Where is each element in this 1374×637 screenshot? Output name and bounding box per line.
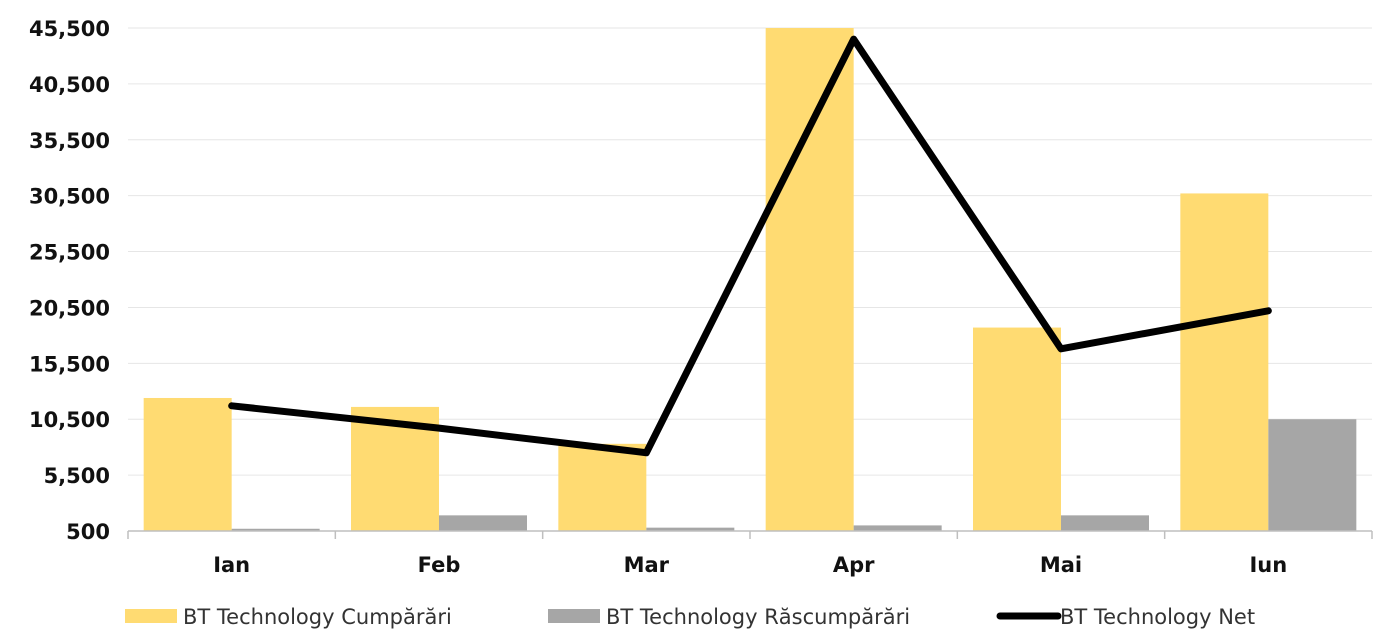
x-tick-label: Iun	[1249, 553, 1287, 577]
x-axis	[128, 531, 1372, 539]
legend-label: BT Technology Răscumpărări	[606, 605, 910, 629]
bar-cumparari	[766, 28, 854, 531]
x-tick-label: Apr	[833, 553, 875, 577]
legend: BT Technology Cumpărări BT Technology Răs…	[125, 605, 1255, 629]
bar-rascumparari	[1268, 419, 1356, 531]
y-tick-label: 45,500	[29, 17, 110, 41]
legend-label: BT Technology Cumpărări	[183, 605, 452, 629]
legend-swatch-rascumparari	[548, 609, 600, 623]
y-tick-label: 15,500	[29, 352, 110, 376]
y-tick-label: 25,500	[29, 241, 110, 265]
x-tick-label: Ian	[213, 553, 250, 577]
y-tick-label: 20,500	[29, 296, 110, 320]
bars	[144, 28, 1357, 531]
x-axis-tick-labels: Ian Feb Mar Apr Mai Iun	[213, 553, 1287, 577]
bar-rascumparari	[439, 515, 527, 531]
y-axis-tick-labels: 500 5,500 10,500 15,500 20,500 25,500 30,500 35…	[29, 17, 110, 544]
bar-rascumparari	[854, 525, 942, 531]
y-tick-label: 10,500	[29, 408, 110, 432]
legend-swatch-cumparari	[125, 609, 177, 623]
bar-cumparari	[1180, 193, 1268, 531]
bar-cumparari	[973, 328, 1061, 531]
y-tick-label: 35,500	[29, 129, 110, 153]
bar-rascumparari	[1061, 515, 1149, 531]
y-tick-label: 30,500	[29, 185, 110, 209]
y-tick-label: 5,500	[44, 464, 110, 488]
legend-label: BT Technology Net	[1060, 605, 1255, 629]
x-tick-label: Mai	[1040, 553, 1082, 577]
line-net	[232, 39, 1269, 453]
net-line	[232, 39, 1269, 453]
y-tick-label: 40,500	[29, 73, 110, 97]
x-tick-label: Mar	[624, 553, 670, 577]
bar-cumparari	[558, 444, 646, 531]
y-tick-label: 500	[66, 520, 110, 544]
bar-cumparari	[144, 398, 232, 531]
x-tick-label: Feb	[418, 553, 461, 577]
